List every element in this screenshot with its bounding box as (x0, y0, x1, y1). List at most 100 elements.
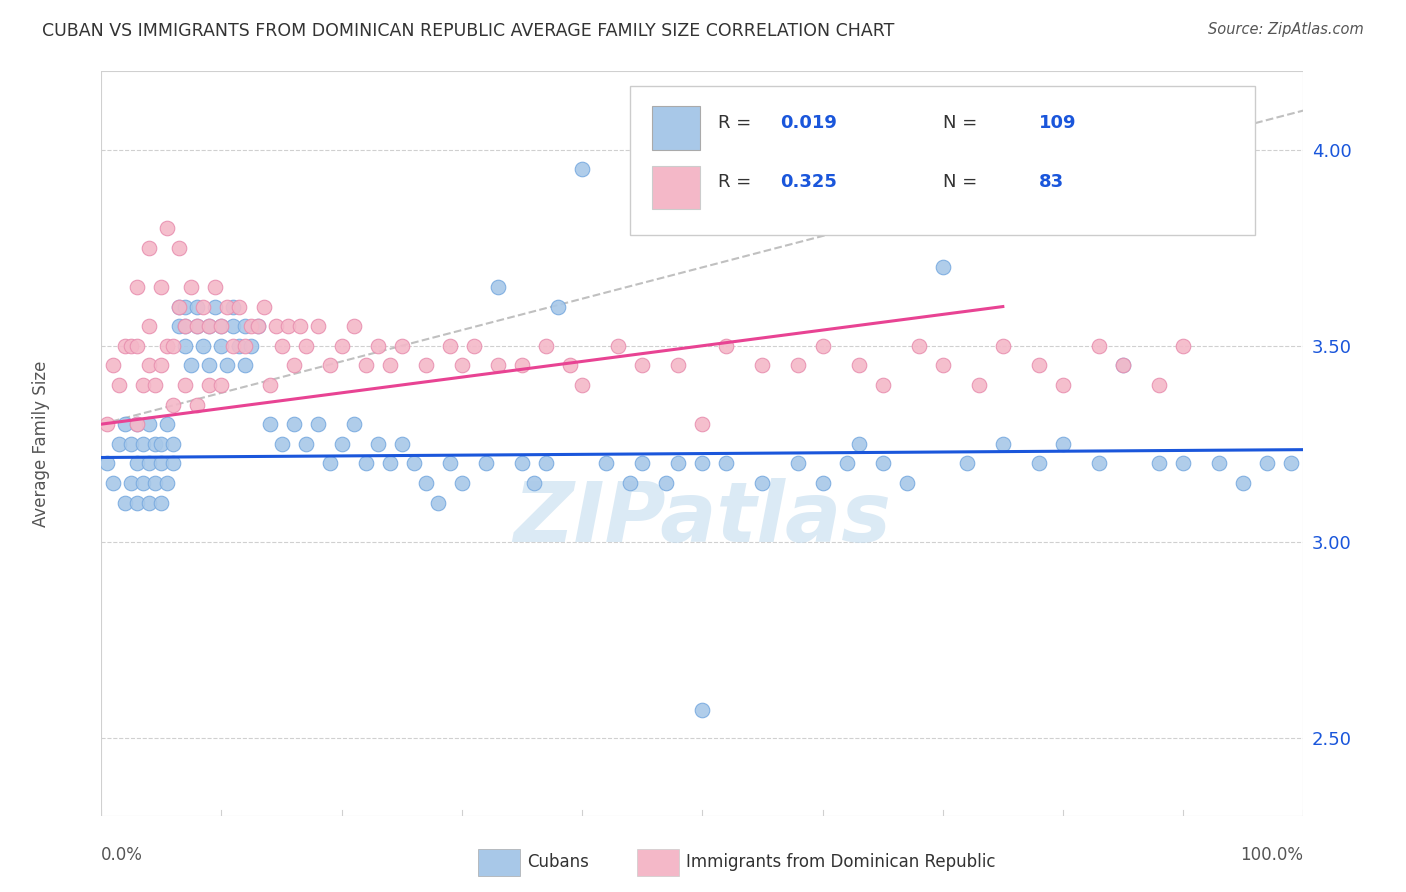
Point (872, 378, 894, 392)
Point (307, 417, 329, 432)
Point (198, 378, 221, 392)
Point (150, 359, 173, 373)
Point (246, 319, 269, 334)
Point (1028, 359, 1050, 373)
Point (787, 456, 810, 470)
Point (143, 378, 166, 392)
Point (114, 339, 136, 353)
Point (193, 300, 215, 314)
Point (1173, 456, 1195, 470)
Point (692, 703, 714, 717)
Point (246, 319, 269, 334)
Point (169, 300, 191, 314)
Point (1052, 378, 1074, 392)
Point (558, 359, 581, 373)
Point (198, 319, 221, 334)
Point (174, 319, 197, 334)
Point (751, 359, 773, 373)
Point (595, 456, 617, 470)
Point (162, 339, 184, 353)
Point (307, 319, 329, 334)
Point (510, 456, 533, 470)
Point (138, 495, 160, 509)
Point (103, 475, 125, 490)
Point (259, 378, 281, 392)
Point (127, 280, 149, 294)
Text: Cubans: Cubans (527, 853, 589, 871)
Point (174, 319, 197, 334)
Text: N =: N = (942, 172, 977, 191)
Point (486, 280, 509, 294)
Point (1232, 475, 1254, 490)
Text: ZIPatlas: ZIPatlas (513, 478, 891, 558)
Point (1147, 378, 1170, 392)
Point (991, 339, 1014, 353)
Point (259, 417, 281, 432)
Point (132, 436, 155, 450)
Point (294, 436, 316, 450)
Point (631, 456, 654, 470)
Point (751, 475, 773, 490)
Point (835, 456, 858, 470)
Point (716, 339, 738, 353)
FancyBboxPatch shape (630, 87, 1256, 235)
Point (896, 475, 918, 490)
Point (211, 339, 233, 353)
Point (607, 339, 630, 353)
Point (1088, 456, 1111, 470)
Point (222, 339, 245, 353)
Point (132, 378, 155, 392)
Point (343, 417, 366, 432)
Point (174, 378, 197, 392)
Point (967, 378, 990, 392)
FancyBboxPatch shape (652, 106, 700, 150)
Text: 0.0%: 0.0% (101, 846, 143, 864)
Point (510, 359, 533, 373)
Point (294, 339, 316, 353)
Point (120, 475, 142, 490)
Point (198, 319, 221, 334)
Point (463, 339, 485, 353)
Point (114, 417, 136, 432)
Point (848, 436, 870, 450)
Point (204, 280, 226, 294)
Point (378, 359, 401, 373)
Text: R =: R = (718, 114, 751, 133)
Point (162, 456, 184, 470)
Point (415, 359, 437, 373)
Point (378, 456, 401, 470)
Text: Average Family Size: Average Family Size (32, 360, 51, 527)
Point (692, 456, 714, 470)
Point (1279, 456, 1302, 470)
Point (330, 436, 353, 450)
Point (1052, 436, 1074, 450)
Point (132, 475, 155, 490)
Text: R =: R = (718, 172, 751, 191)
Point (211, 378, 233, 392)
Point (283, 417, 305, 432)
Point (150, 280, 173, 294)
Point (991, 436, 1014, 450)
Point (367, 436, 389, 450)
Point (114, 495, 136, 509)
Point (631, 359, 654, 373)
Point (534, 456, 557, 470)
Text: 0.325: 0.325 (780, 172, 838, 191)
Point (96, 456, 118, 470)
Point (270, 339, 292, 353)
Point (103, 359, 125, 373)
Point (391, 436, 413, 450)
Point (956, 456, 979, 470)
Point (571, 162, 593, 177)
Point (439, 339, 461, 353)
Point (811, 339, 834, 353)
Point (283, 359, 305, 373)
Point (1173, 339, 1195, 353)
Point (120, 339, 142, 353)
Point (486, 359, 509, 373)
Point (162, 436, 184, 450)
Point (318, 456, 340, 470)
Point (354, 359, 377, 373)
Point (174, 300, 197, 314)
Point (127, 495, 149, 509)
